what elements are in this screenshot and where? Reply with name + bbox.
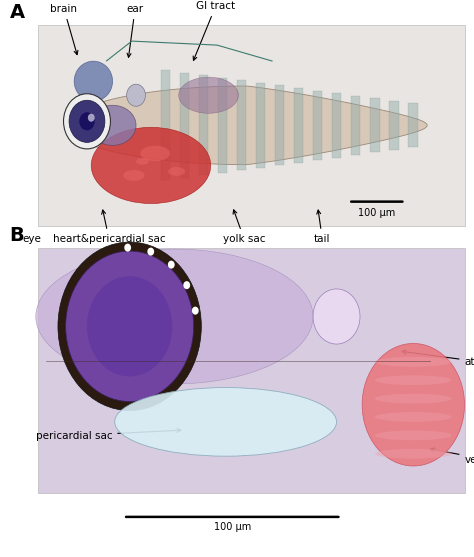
FancyBboxPatch shape (38, 25, 465, 226)
Text: ear: ear (127, 4, 144, 57)
Text: 100 μm: 100 μm (214, 522, 251, 532)
Ellipse shape (375, 431, 452, 440)
Text: A: A (9, 3, 25, 22)
Ellipse shape (140, 146, 170, 161)
Ellipse shape (362, 344, 465, 466)
Ellipse shape (136, 158, 149, 165)
Circle shape (64, 94, 110, 149)
Ellipse shape (375, 449, 452, 458)
Ellipse shape (375, 412, 452, 422)
Circle shape (87, 276, 173, 377)
Ellipse shape (375, 375, 452, 385)
Circle shape (58, 242, 201, 411)
FancyBboxPatch shape (256, 83, 265, 168)
FancyBboxPatch shape (313, 91, 322, 160)
Text: yolk sac: yolk sac (223, 210, 265, 244)
Ellipse shape (123, 170, 145, 181)
FancyBboxPatch shape (199, 75, 208, 175)
Ellipse shape (168, 167, 185, 176)
Circle shape (79, 113, 95, 130)
Ellipse shape (375, 357, 452, 367)
Text: pericardial sac: pericardial sac (36, 428, 181, 441)
Text: tail: tail (314, 210, 330, 244)
Text: 100 μm: 100 μm (358, 208, 395, 218)
Circle shape (168, 261, 175, 268)
Text: B: B (9, 226, 24, 245)
FancyBboxPatch shape (294, 88, 303, 163)
Circle shape (69, 100, 105, 143)
Ellipse shape (36, 249, 313, 384)
FancyBboxPatch shape (161, 70, 170, 180)
FancyBboxPatch shape (38, 248, 465, 493)
Text: ventricle: ventricle (430, 448, 474, 465)
Text: heart&pericardial sac: heart&pericardial sac (53, 210, 165, 244)
FancyBboxPatch shape (218, 78, 227, 173)
Ellipse shape (179, 77, 238, 113)
FancyBboxPatch shape (389, 101, 399, 150)
Text: eye: eye (23, 234, 42, 244)
Polygon shape (67, 86, 427, 165)
Ellipse shape (89, 105, 136, 145)
FancyBboxPatch shape (332, 93, 341, 158)
FancyBboxPatch shape (275, 85, 284, 165)
Circle shape (127, 84, 146, 106)
Circle shape (147, 248, 154, 256)
Circle shape (124, 243, 131, 252)
Circle shape (88, 114, 95, 122)
FancyBboxPatch shape (370, 98, 380, 153)
Text: GI tract: GI tract (193, 1, 235, 60)
Circle shape (313, 289, 360, 344)
Ellipse shape (115, 388, 337, 456)
FancyBboxPatch shape (408, 103, 418, 148)
Ellipse shape (375, 394, 452, 403)
Circle shape (192, 307, 199, 315)
Circle shape (183, 281, 190, 289)
Text: brain: brain (51, 4, 78, 55)
Ellipse shape (74, 61, 113, 101)
FancyBboxPatch shape (351, 96, 361, 155)
FancyBboxPatch shape (180, 73, 189, 178)
FancyBboxPatch shape (237, 80, 246, 170)
Text: atrium: atrium (402, 350, 474, 367)
Ellipse shape (91, 128, 210, 203)
Circle shape (65, 251, 194, 402)
